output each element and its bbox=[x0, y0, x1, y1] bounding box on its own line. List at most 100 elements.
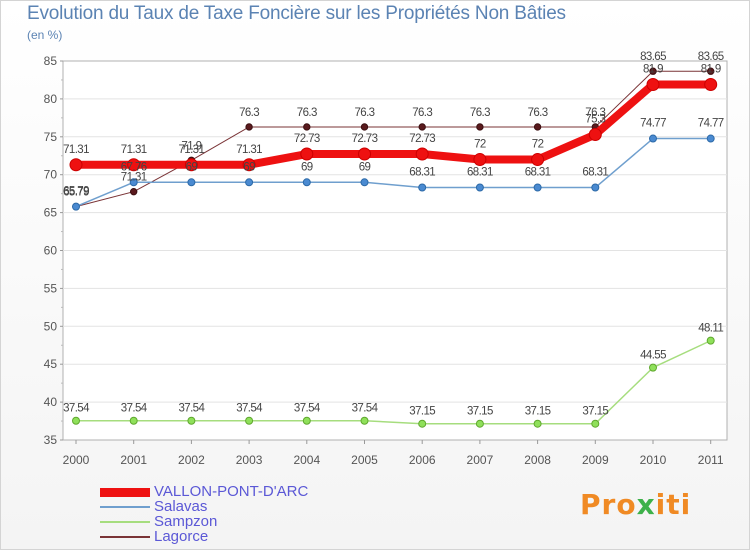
data-point bbox=[475, 419, 484, 428]
data-point bbox=[302, 416, 311, 425]
data-label: 37.54 bbox=[121, 403, 148, 415]
data-point bbox=[245, 123, 253, 131]
data-label: 69 bbox=[359, 161, 371, 173]
data-label: 72 bbox=[474, 139, 486, 151]
data-label: 71.31 bbox=[63, 144, 89, 156]
data-point bbox=[245, 178, 254, 187]
legend-item-sampzon: Sampzon bbox=[100, 513, 217, 530]
legend-label: Lagorce bbox=[154, 528, 209, 545]
data-label: 74.77 bbox=[640, 118, 666, 130]
y-axis-unit-label: (en %) bbox=[27, 28, 63, 42]
data-label: 71.31 bbox=[236, 144, 262, 156]
data-label: 37.54 bbox=[294, 403, 321, 415]
data-point bbox=[69, 158, 83, 172]
series-line-vallon-pont-d-arc bbox=[72, 80, 715, 169]
y-tick-label: 35 bbox=[44, 433, 58, 447]
x-tick-label: 2009 bbox=[582, 453, 609, 467]
data-label: 69 bbox=[301, 161, 313, 173]
data-label: 71.9 bbox=[181, 140, 201, 152]
data-point bbox=[706, 336, 715, 345]
x-tick-label: 2008 bbox=[524, 453, 551, 467]
data-point bbox=[187, 416, 196, 425]
data-label: 71.31 bbox=[179, 144, 205, 156]
x-tick-label: 2004 bbox=[293, 453, 320, 467]
data-label: 37.54 bbox=[236, 403, 263, 415]
y-tick-label: 50 bbox=[44, 319, 58, 333]
y-tick-label: 75 bbox=[44, 130, 58, 144]
data-label: 76.3 bbox=[239, 107, 259, 119]
x-tick-label: 2007 bbox=[467, 453, 494, 467]
x-tick-label: 2005 bbox=[351, 453, 378, 467]
data-label: 44.55 bbox=[640, 350, 666, 362]
data-label: 76.3 bbox=[585, 107, 605, 119]
data-point bbox=[184, 158, 198, 172]
series-line-salavas bbox=[75, 137, 712, 208]
data-label: 72.73 bbox=[409, 133, 435, 145]
data-point bbox=[360, 416, 369, 425]
data-point bbox=[649, 363, 657, 372]
legend-label: VALLON-PONT-D'ARC bbox=[154, 483, 309, 500]
x-tick-label: 2002 bbox=[178, 453, 205, 467]
data-label: 76.3 bbox=[470, 107, 490, 119]
data-label: 37.54 bbox=[179, 403, 206, 415]
data-point bbox=[418, 123, 426, 131]
data-point bbox=[129, 178, 138, 187]
data-point bbox=[646, 77, 660, 91]
data-label: 71.31 bbox=[121, 144, 147, 156]
data-point bbox=[649, 134, 657, 143]
data-label: 69 bbox=[243, 161, 255, 173]
data-label: 76.3 bbox=[355, 107, 375, 119]
legend-swatch bbox=[100, 506, 150, 509]
data-label: 72.73 bbox=[352, 133, 378, 145]
y-tick-label: 60 bbox=[44, 244, 58, 258]
data-point bbox=[303, 123, 311, 131]
data-point bbox=[358, 147, 371, 161]
data-point bbox=[533, 419, 542, 428]
legend-swatch bbox=[100, 521, 150, 524]
data-point bbox=[242, 158, 256, 172]
data-label: 48.11 bbox=[698, 323, 723, 335]
data-point bbox=[533, 183, 542, 192]
data-point bbox=[72, 202, 80, 211]
legend-item-lagorce: Lagorce bbox=[100, 528, 208, 545]
series-line-sampzon bbox=[75, 339, 712, 425]
logo-part: x bbox=[636, 488, 656, 521]
legend-swatch bbox=[100, 487, 150, 497]
y-tick-label: 55 bbox=[44, 281, 58, 295]
data-point bbox=[704, 77, 718, 91]
data-label: 67.76 bbox=[121, 161, 147, 173]
data-label: 37.54 bbox=[352, 403, 379, 415]
data-label: 72 bbox=[532, 139, 544, 151]
data-label: 76.3 bbox=[297, 107, 317, 119]
data-label: 65.79 bbox=[63, 186, 89, 198]
data-point bbox=[588, 128, 602, 142]
data-label: 37.54 bbox=[63, 403, 90, 415]
data-label: 76.3 bbox=[528, 107, 548, 119]
y-tick-label: 80 bbox=[44, 92, 58, 106]
y-tick-label: 85 bbox=[44, 54, 58, 68]
logo-part: Pro bbox=[580, 488, 637, 521]
data-point bbox=[130, 187, 138, 196]
data-point bbox=[531, 153, 545, 167]
y-tick-label: 40 bbox=[44, 395, 58, 409]
data-point bbox=[533, 123, 542, 131]
data-label: 75.3 bbox=[585, 114, 605, 126]
data-point bbox=[72, 416, 80, 425]
data-point bbox=[649, 67, 657, 75]
data-point bbox=[415, 147, 429, 161]
data-label: 68.31 bbox=[409, 167, 435, 179]
x-tick-label: 2003 bbox=[236, 453, 263, 467]
data-label: 71.31 bbox=[121, 172, 147, 184]
data-label: 76.3 bbox=[412, 107, 432, 119]
x-tick-label: 2006 bbox=[409, 453, 436, 467]
x-tick-label: 2011 bbox=[698, 453, 724, 467]
legend-label: Salavas bbox=[154, 498, 208, 515]
data-point bbox=[591, 419, 600, 428]
data-label: 68.31 bbox=[525, 167, 551, 179]
x-tick-label: 2000 bbox=[63, 453, 90, 467]
data-label: 74.77 bbox=[698, 118, 724, 130]
data-point bbox=[591, 183, 600, 192]
data-point bbox=[300, 147, 314, 161]
data-label: 72.73 bbox=[294, 133, 320, 145]
